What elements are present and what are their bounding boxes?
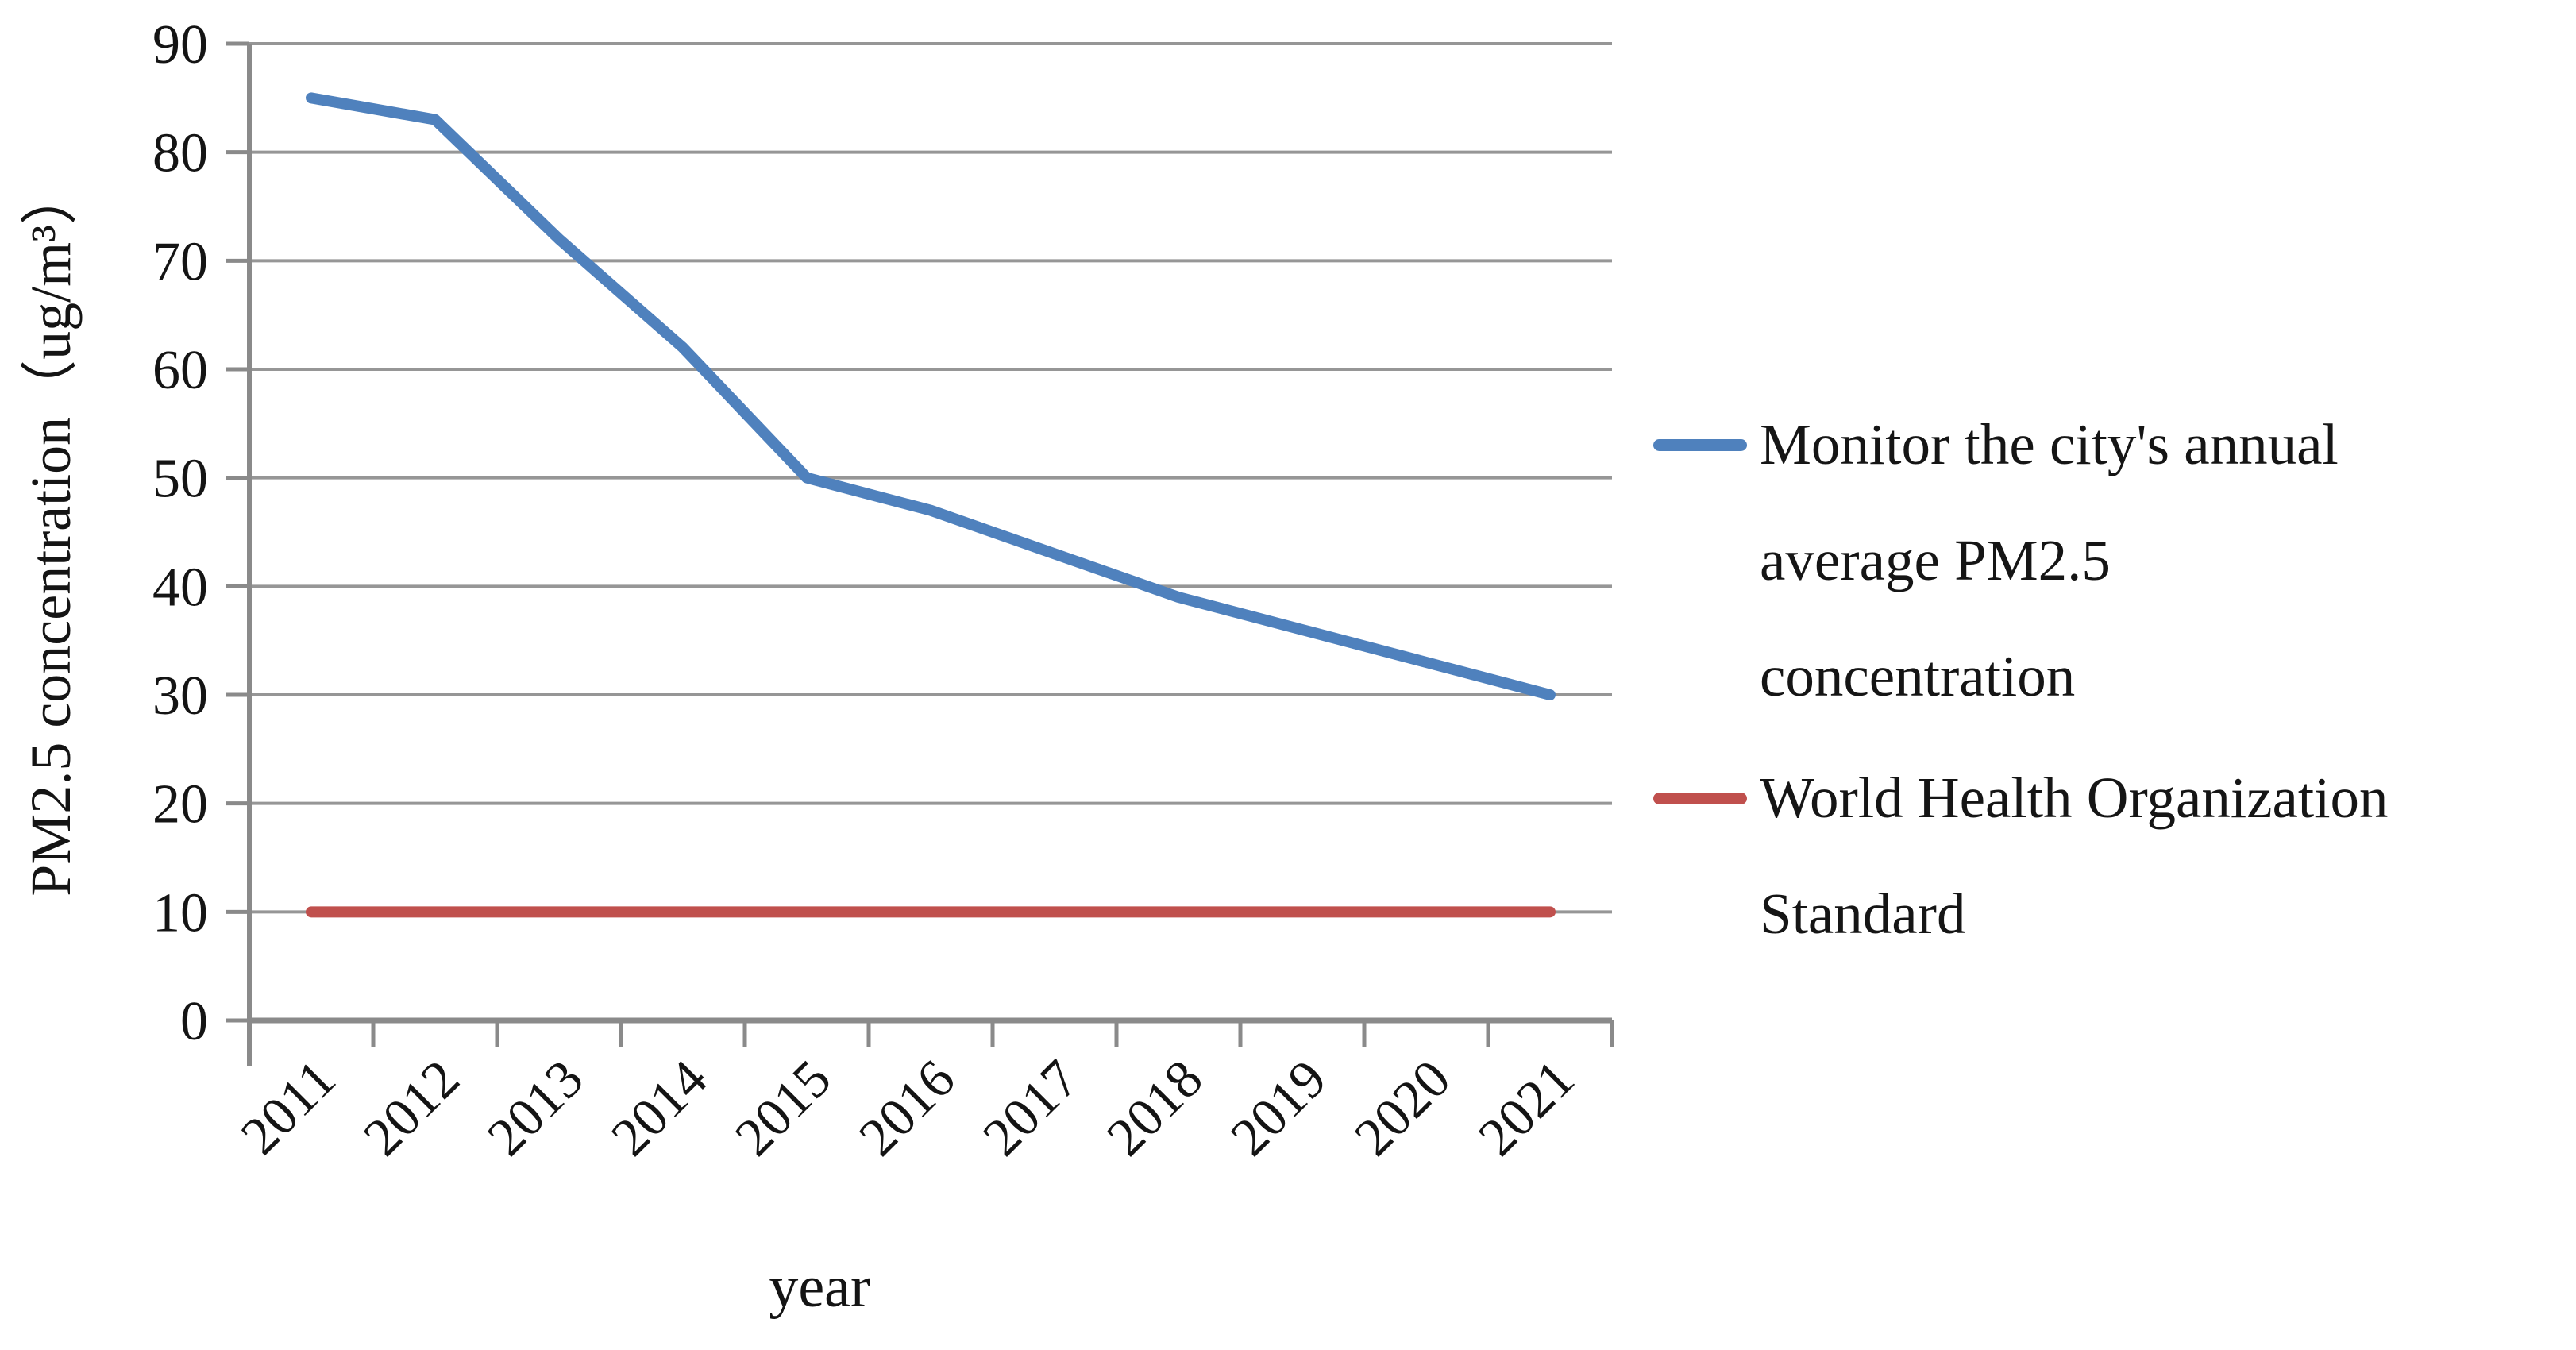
series-line-1 <box>306 92 1556 700</box>
y-tick-label: 70 <box>152 231 208 292</box>
y-tick-label: 60 <box>152 340 208 401</box>
x-tick-label: 2021 <box>1467 1048 1586 1167</box>
x-tick-label: 2016 <box>847 1048 966 1167</box>
x-tick-label: 2020 <box>1343 1048 1462 1167</box>
x-axis-title: year <box>769 1255 870 1320</box>
x-tick-label: 2018 <box>1095 1048 1214 1167</box>
legend: Monitor the city's annual average PM2.5 … <box>1653 0 2574 1350</box>
x-tick-label: 2014 <box>600 1048 719 1167</box>
x-tick-label: 2012 <box>352 1048 471 1167</box>
y-tick-label: 50 <box>152 449 208 510</box>
series1-line-swatch <box>1653 439 1747 451</box>
y-tick-label: 30 <box>152 665 208 727</box>
legend-entry-series1: Monitor the city's annual average PM2.5 … <box>1653 387 2339 735</box>
y-axis-title: PM2.5 concentration（ug/m³） <box>19 168 83 896</box>
x-tick-label: 2017 <box>971 1048 1090 1167</box>
x-tick-label: 2011 <box>229 1048 346 1166</box>
y-tick-label: 40 <box>152 557 208 618</box>
y-tick-label: 0 <box>180 991 208 1052</box>
x-tick-label: 2015 <box>723 1048 843 1167</box>
y-tick-label: 20 <box>152 774 208 835</box>
x-tick-label: 2013 <box>476 1048 595 1167</box>
series2-line-swatch <box>1653 793 1747 804</box>
legend-label-series2: World Health Organization Standard <box>1760 766 2389 946</box>
x-tick-label: 2019 <box>1219 1048 1338 1167</box>
legend-entry-series2: World Health Organization Standard <box>1653 740 2389 972</box>
y-tick-label: 80 <box>152 123 208 184</box>
legend-label-series1: Monitor the city's annual average PM2.5 … <box>1760 412 2339 708</box>
y-tick-label: 90 <box>152 14 208 75</box>
y-tick-label: 10 <box>152 882 208 943</box>
